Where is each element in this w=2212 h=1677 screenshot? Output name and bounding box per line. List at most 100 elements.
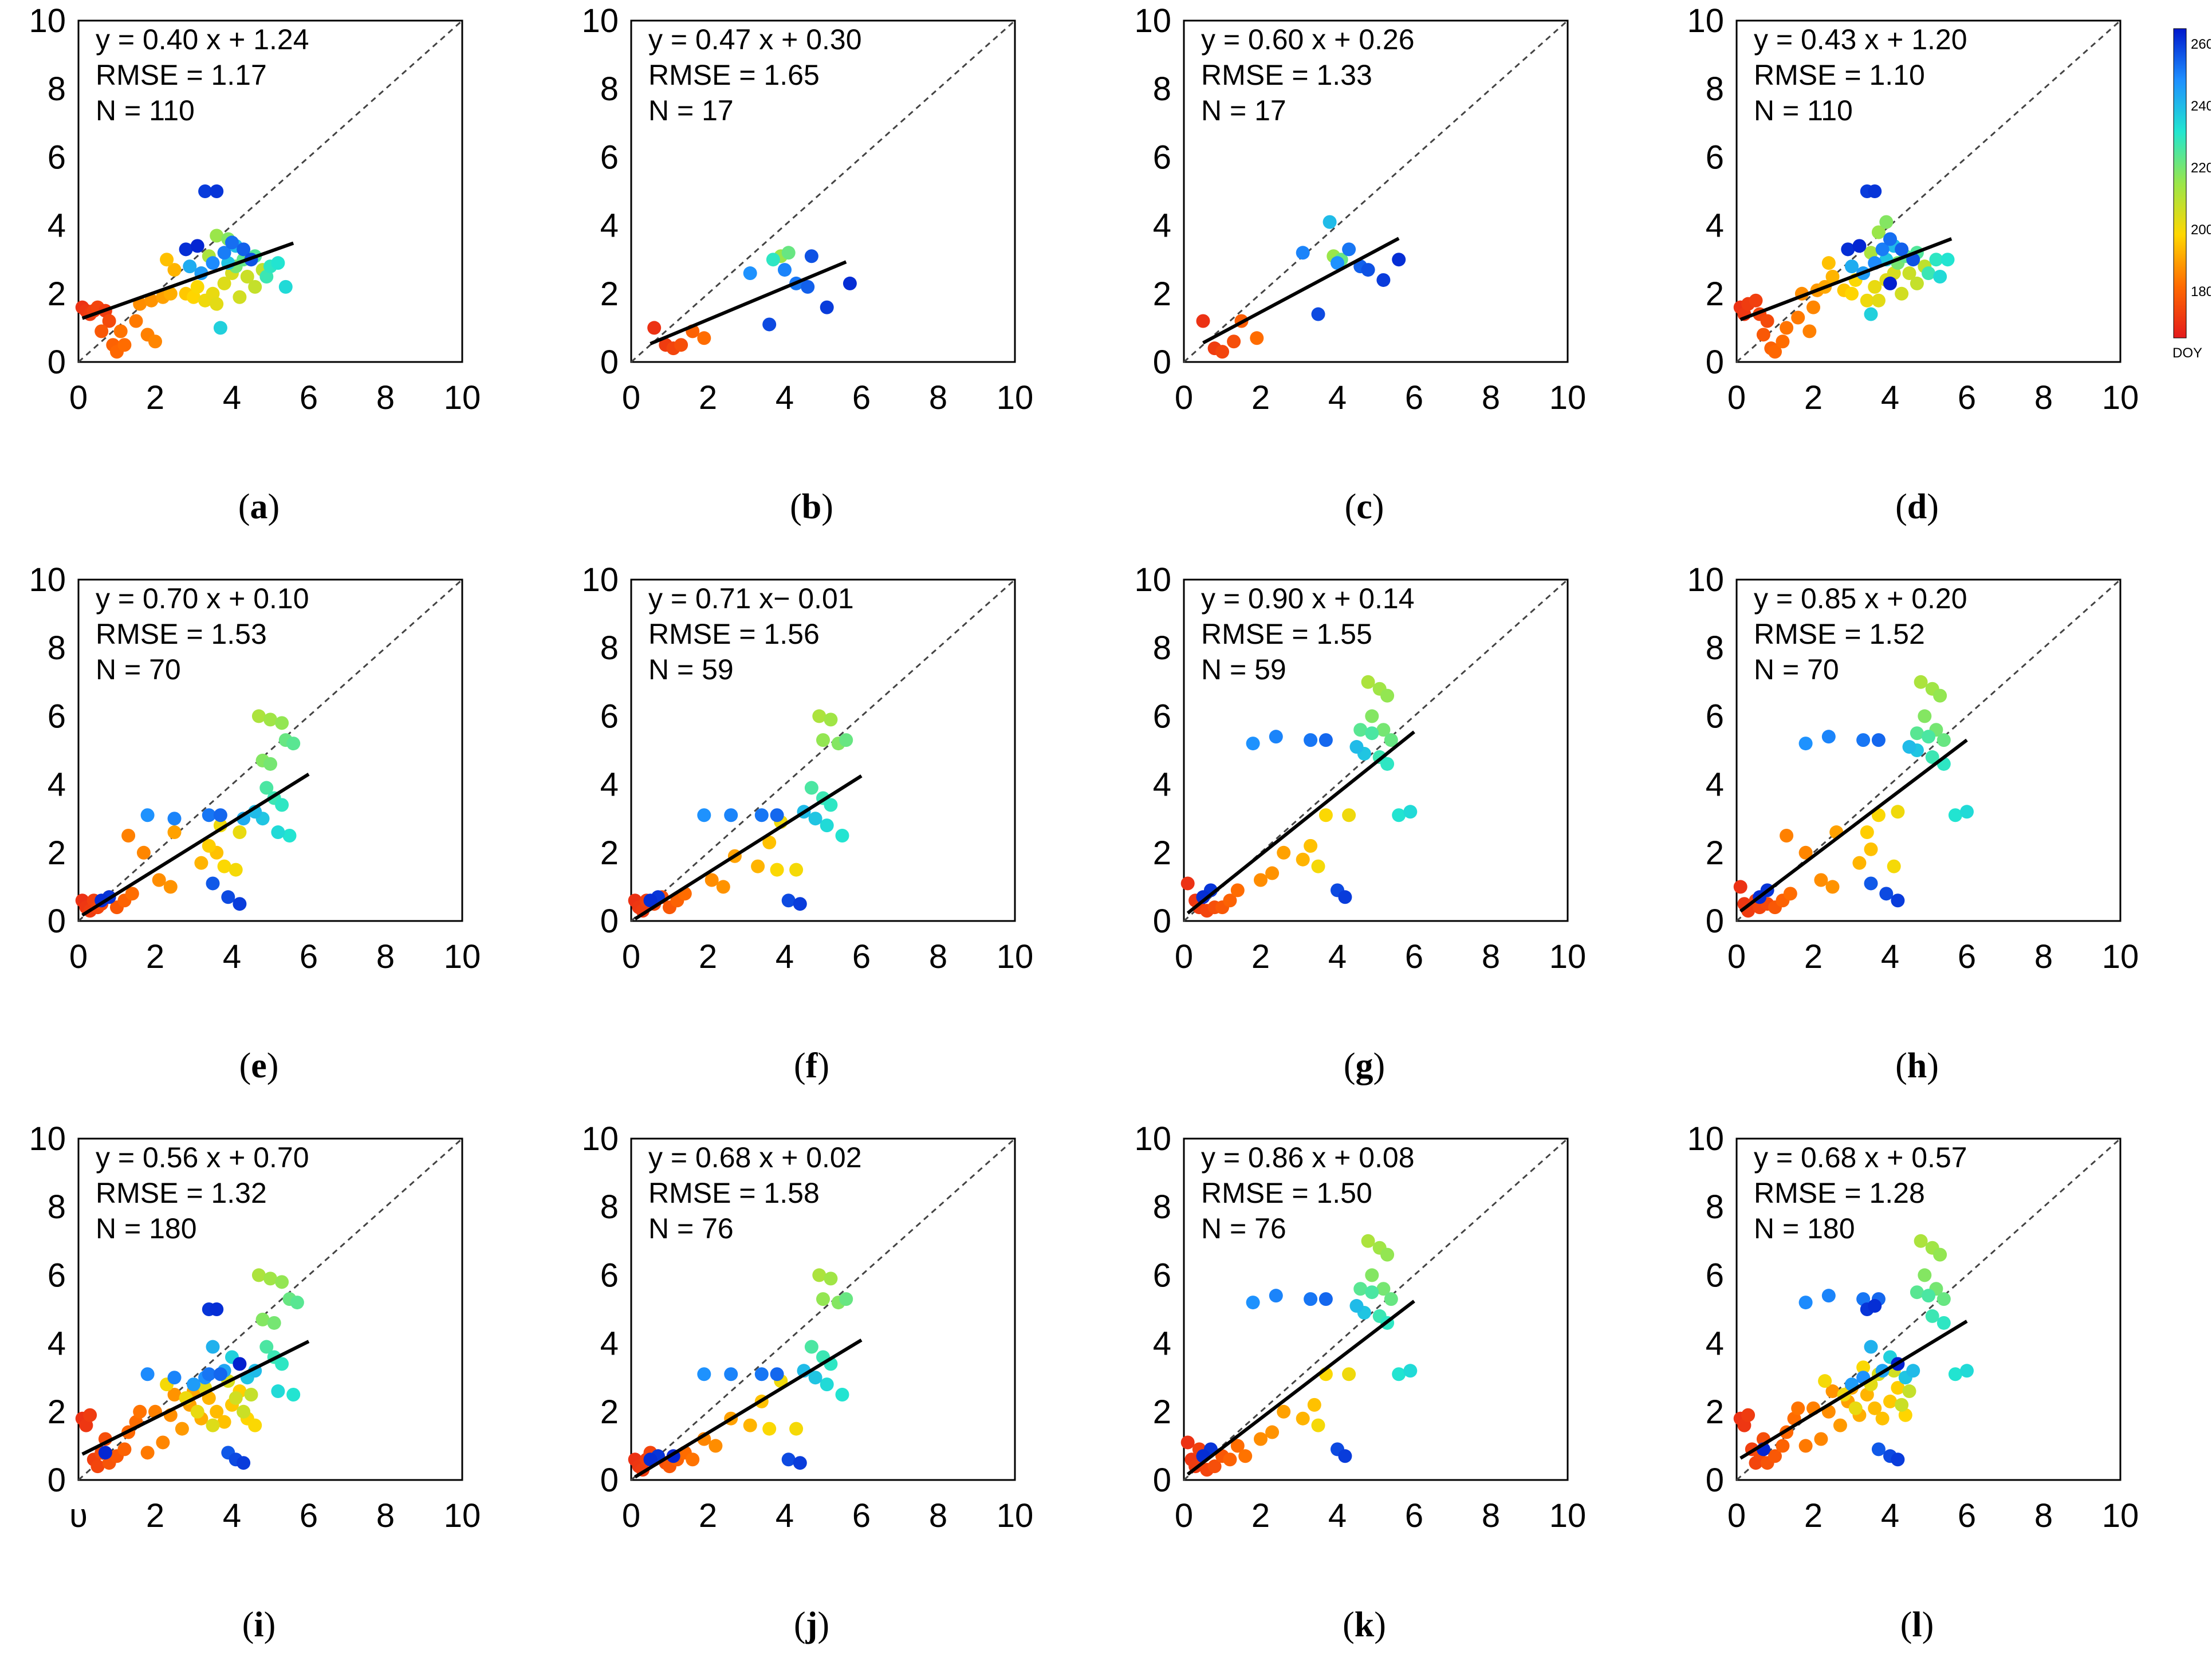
data-point (1914, 675, 1928, 689)
data-point (1895, 242, 1909, 257)
data-point (1361, 1234, 1375, 1248)
data-point (1392, 253, 1406, 267)
y-tick-label: 0 (1706, 903, 1724, 940)
equation-prefix: y = (1754, 582, 1793, 615)
data-point (1227, 334, 1241, 349)
x-tick-label: 0 (1727, 938, 1746, 975)
x-tick-label: 6 (300, 1497, 318, 1534)
data-point (674, 338, 688, 352)
regression-equation: y = 0.85 x + 0.20 (1754, 582, 1967, 615)
panel-letter: i (254, 1605, 263, 1644)
data-point (1365, 726, 1379, 741)
panel-label: (h) (1895, 1046, 1939, 1085)
data-point (148, 334, 162, 349)
x-tick-label: υ (69, 1497, 88, 1534)
data-point (1902, 266, 1916, 281)
rmse-value: 1.52 (1869, 618, 1924, 650)
x-tick-label: 0 (622, 379, 640, 416)
x-tick-label: 10 (2102, 938, 2139, 975)
data-point (1856, 733, 1871, 747)
data-point (206, 876, 220, 891)
data-point (1933, 270, 1947, 284)
data-point (1875, 1411, 1890, 1426)
data-point (1323, 215, 1337, 229)
x-tick-label: 2 (1251, 938, 1270, 975)
data-point (1353, 723, 1368, 737)
data-point (1918, 709, 1932, 723)
data-point (1741, 1408, 1756, 1422)
data-point (804, 781, 818, 795)
data-point (217, 859, 231, 873)
y-tick-label: 8 (1153, 1188, 1171, 1226)
data-point (1821, 730, 1836, 744)
data-point (217, 276, 231, 290)
x-tick-label: 0 (622, 1497, 640, 1534)
data-point (1733, 880, 1747, 894)
rmse-value: 1.58 (763, 1177, 819, 1209)
regression-equation: y = 0.40 x + 1.24 (96, 23, 309, 56)
x-tick-label: 2 (699, 938, 717, 975)
n-label: N = (1201, 95, 1246, 127)
data-point (133, 1404, 147, 1419)
data-point (1871, 293, 1886, 308)
data-point (198, 184, 212, 198)
data-point (820, 300, 834, 314)
scatter-panel-e: 0 2 4 6 8 10 0 2 4 6 8 10 y = 0.70 x + 0.10 RMSE = 1.… (0, 559, 553, 1118)
data-point (1318, 808, 1333, 822)
y-tick-label: 10 (1134, 1120, 1171, 1158)
x-tick-label: 8 (376, 1497, 395, 1534)
data-point (824, 712, 838, 727)
y-tick-label: 0 (48, 1462, 66, 1499)
data-point (724, 808, 738, 822)
data-point (240, 270, 254, 284)
data-point (1246, 737, 1260, 751)
rmse-label: RMSE = (1201, 618, 1309, 650)
data-point (762, 317, 777, 332)
sample-count-text: N = 70 (1754, 654, 1839, 686)
x-tick-label: 4 (1328, 1497, 1347, 1534)
regression-line (1739, 237, 1953, 321)
data-point (1856, 1360, 1871, 1375)
data-point (1269, 730, 1283, 744)
equation-intercept: 0.57 (1911, 1141, 1967, 1174)
data-point (1895, 1398, 1909, 1412)
data-point (251, 709, 266, 723)
regression-equation: y = 0.70 x + 0.10 (96, 582, 309, 615)
data-point (1349, 740, 1364, 754)
data-point (1791, 310, 1805, 325)
data-point (1250, 331, 1264, 345)
data-point (1929, 253, 1943, 267)
data-point (1825, 270, 1840, 284)
data-point (263, 757, 277, 771)
data-point (1277, 1404, 1291, 1419)
scatter-panel-l: 0 2 4 6 8 10 0 2 4 6 8 10 y = 0.68 x + 0.57 RMSE = 1.… (1658, 1118, 2211, 1677)
regression-equation: y = 0.68 x + 0.57 (1754, 1141, 1967, 1174)
data-point (1910, 276, 1924, 290)
x-tick-label: 8 (929, 938, 947, 975)
data-point (275, 798, 289, 812)
data-point (762, 1422, 777, 1436)
data-point (271, 1384, 285, 1399)
data-point (233, 897, 247, 911)
panel-letter: c (1356, 487, 1372, 526)
x-tick-label: 6 (1405, 379, 1423, 416)
rmse-label: RMSE = (648, 59, 756, 91)
data-point (152, 873, 166, 887)
data-point (643, 1452, 658, 1467)
data-point (1864, 1340, 1878, 1354)
data-point (754, 808, 769, 822)
data-point (824, 1271, 838, 1286)
data-point (1798, 1439, 1813, 1453)
x-tick-label: 8 (2034, 379, 2053, 416)
one-to-one-line (631, 19, 1016, 363)
data-point (1376, 1282, 1391, 1296)
equation-prefix: y = (1754, 23, 1793, 56)
rmse-text: RMSE = 1.65 (648, 59, 820, 91)
x-tick-label: 10 (2102, 1497, 2139, 1534)
y-tick-label: 4 (1153, 766, 1171, 804)
y-tick-label: 4 (1706, 207, 1724, 245)
data-point (221, 890, 235, 904)
data-point (1353, 1282, 1368, 1296)
